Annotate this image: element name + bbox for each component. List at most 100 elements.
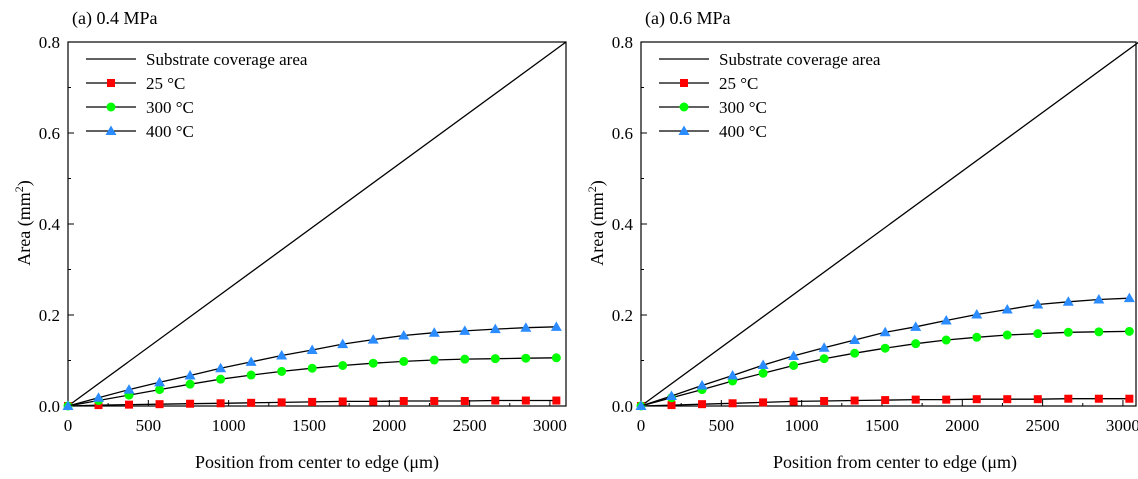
data-point-400-c — [727, 370, 739, 380]
data-point-400-c — [123, 384, 135, 394]
data-point-25-c — [1094, 394, 1103, 403]
data-point-400-c — [757, 359, 769, 370]
legend-marker-400-c — [105, 125, 117, 135]
data-point-25-c — [308, 397, 317, 406]
data-point-400-c — [520, 322, 532, 332]
x-tick-label: 0 — [64, 416, 73, 435]
data-point-400-c — [398, 329, 410, 340]
y-tick-label: 0.6 — [39, 124, 60, 143]
data-point-300-c — [911, 339, 921, 349]
legend-label-300-c: 300 °C — [719, 98, 767, 117]
data-point-400-c — [367, 334, 379, 344]
data-point-300-c — [216, 374, 226, 384]
legend-label-25-c: 25 °C — [719, 74, 758, 93]
x-tick-label: 2000 — [945, 416, 979, 435]
x-tick-label: 1000 — [785, 416, 819, 435]
data-point-400-c — [971, 309, 983, 319]
data-point-300-c — [850, 348, 860, 358]
data-point-300-c — [429, 355, 439, 365]
data-point-25-c — [1125, 394, 1134, 403]
legend-label-400-c: 400 °C — [719, 122, 767, 141]
x-tick-label: 2000 — [372, 416, 406, 435]
data-point-400-c — [184, 370, 196, 380]
data-point-400-c — [93, 392, 105, 402]
data-point-400-c — [1032, 299, 1044, 309]
data-point-25-c — [491, 396, 500, 405]
data-point-400-c — [215, 362, 227, 373]
y-tick-label: 0.2 — [39, 306, 60, 325]
y-tick-label: 0.6 — [612, 124, 633, 143]
data-point-25-c — [1064, 394, 1073, 403]
data-point-400-c — [459, 325, 471, 335]
data-point-400-c — [306, 344, 318, 355]
data-point-400-c — [489, 323, 501, 334]
data-point-25-c — [881, 396, 890, 405]
y-tick-label: 0.2 — [612, 306, 633, 325]
data-point-300-c — [972, 332, 982, 342]
data-point-25-c — [698, 400, 707, 409]
data-point-400-c — [910, 321, 922, 331]
data-point-300-c — [819, 354, 829, 364]
data-point-300-c — [490, 354, 500, 364]
data-point-300-c — [307, 363, 317, 373]
data-point-300-c — [789, 361, 799, 371]
data-point-400-c — [1093, 294, 1105, 304]
data-point-25-c — [820, 396, 829, 405]
x-tick-label: 1500 — [865, 416, 899, 435]
legend-label-25-c: 25 °C — [146, 74, 185, 93]
data-point-300-c — [1002, 330, 1012, 340]
legend-marker-25-c — [107, 79, 115, 87]
legend-marker-25-c — [680, 79, 688, 87]
data-point-25-c — [552, 396, 561, 405]
y-tick-label: 0.0 — [612, 397, 633, 416]
data-point-400-c — [940, 314, 952, 325]
data-point-25-c — [667, 401, 676, 410]
data-point-300-c — [551, 353, 561, 363]
data-point-25-c — [338, 397, 347, 406]
data-point-300-c — [1124, 326, 1134, 336]
data-point-300-c — [277, 366, 287, 376]
data-point-400-c — [849, 334, 861, 345]
data-point-25-c — [369, 397, 378, 406]
y-tick-label: 0.0 — [39, 397, 60, 416]
y-tick-label: 0.8 — [39, 33, 60, 52]
data-point-25-c — [1033, 395, 1042, 404]
series-line-substrate-coverage-area — [67, 41, 567, 407]
data-point-25-c — [399, 396, 408, 405]
legend-marker-400-c — [678, 125, 690, 135]
panel-0.4mpa: (a) 0.4 MPa Position from center to edge… — [12, 8, 567, 473]
data-point-25-c — [430, 396, 439, 405]
x-tick-label: 3000 — [1106, 416, 1138, 435]
y-tick-label: 0.8 — [612, 33, 633, 52]
data-point-25-c — [1003, 395, 1012, 404]
x-tick-label: 1500 — [292, 416, 326, 435]
data-point-400-c — [1123, 292, 1135, 303]
data-point-300-c — [941, 335, 951, 345]
data-point-300-c — [185, 379, 195, 389]
data-point-300-c — [1094, 327, 1104, 337]
data-point-300-c — [338, 361, 348, 371]
x-tick-label: 2500 — [453, 416, 487, 435]
data-point-400-c — [245, 356, 257, 366]
data-point-25-c — [460, 396, 469, 405]
data-point-300-c — [368, 358, 378, 368]
data-point-300-c — [246, 370, 256, 380]
legend-marker-300-c — [106, 102, 116, 112]
legend-marker-300-c — [679, 102, 689, 112]
data-point-400-c — [154, 376, 166, 387]
data-point-25-c — [94, 401, 103, 410]
data-point-25-c — [728, 399, 737, 408]
legend-label-substrate-coverage-area: Substrate coverage area — [719, 50, 881, 69]
x-tick-label: 2500 — [1026, 416, 1060, 435]
data-point-300-c — [399, 356, 409, 366]
y-tick-label: 0.4 — [39, 215, 61, 234]
x-tick-label: 0 — [637, 416, 646, 435]
x-axis-label: Position from center to edge (μm) — [195, 452, 439, 473]
data-point-400-c — [666, 390, 678, 400]
data-point-400-c — [1001, 304, 1013, 314]
data-point-400-c — [550, 321, 562, 331]
x-tick-label: 1000 — [212, 416, 246, 435]
data-point-300-c — [155, 385, 165, 395]
series-line-substrate-coverage-area — [640, 41, 1138, 407]
